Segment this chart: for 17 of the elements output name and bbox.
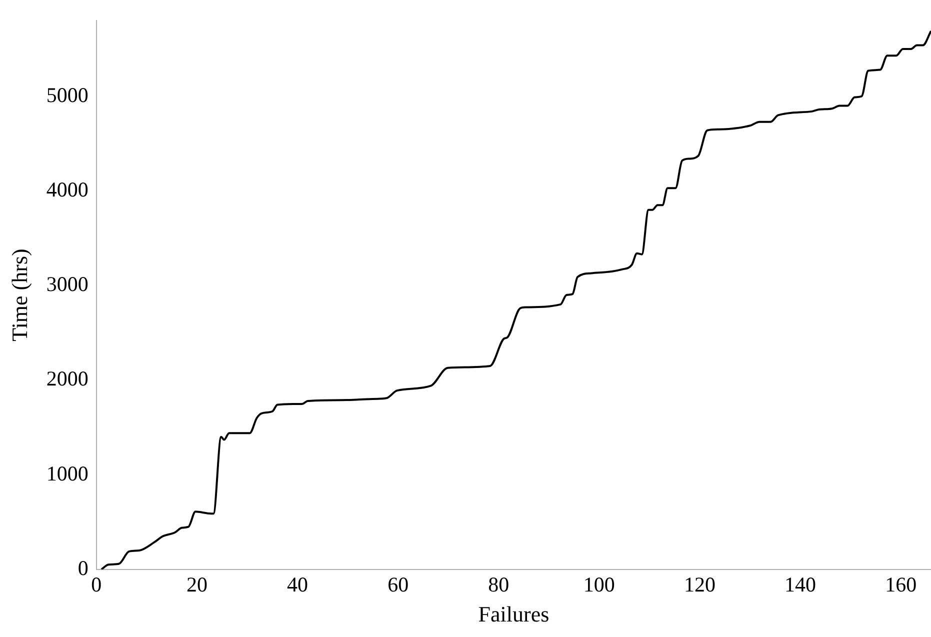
x-tick-label: 100: [583, 572, 615, 597]
line-series: [100, 30, 931, 570]
x-tick-label: 80: [488, 572, 510, 597]
x-axis-title: Failures: [478, 602, 550, 627]
y-tick-label: 1000: [46, 461, 88, 486]
y-tick-label: 0: [78, 556, 88, 580]
x-tick-label: 60: [388, 572, 409, 597]
y-axis-title: Time (hrs): [6, 248, 32, 342]
y-tick-label: 5000: [46, 82, 88, 107]
y-tick-label: 3000: [46, 272, 88, 296]
x-tick-label: 160: [885, 572, 917, 597]
x-tick-label: 140: [784, 572, 816, 597]
y-tick-label: 4000: [46, 177, 88, 202]
x-tick-label: 40: [287, 572, 308, 597]
x-tick-label: 120: [684, 572, 716, 597]
x-tick-label: 20: [186, 572, 208, 597]
y-tick-label: 2000: [46, 366, 88, 391]
